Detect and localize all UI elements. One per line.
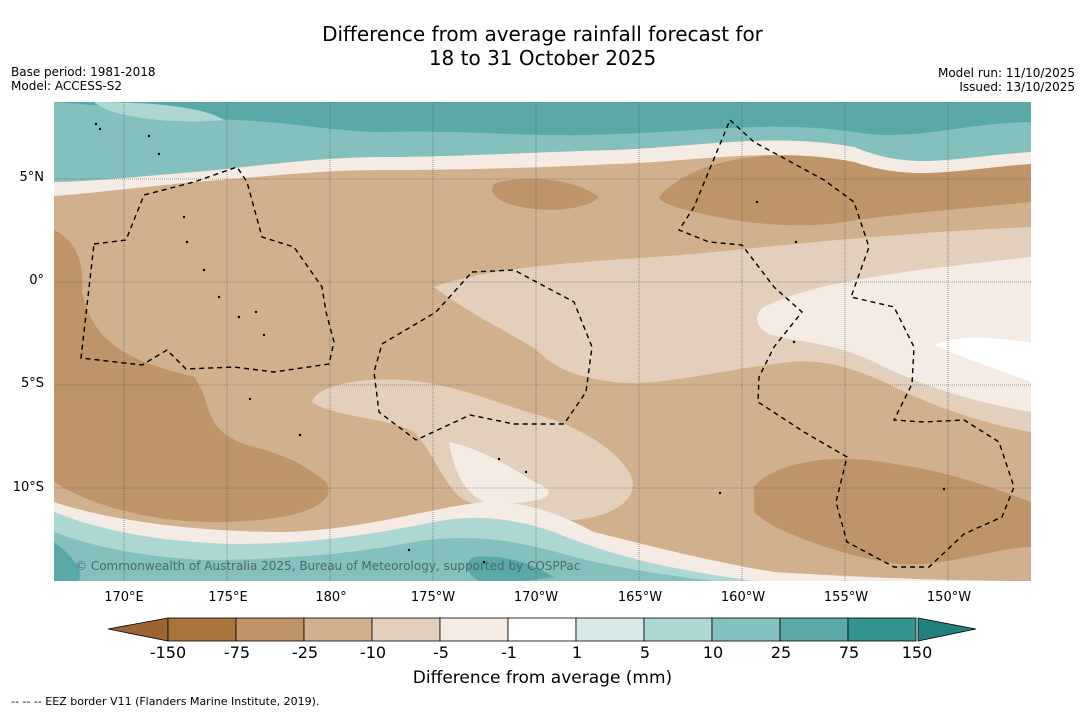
copyright-notice: © Commonwealth of Australia 2025, Bureau… [75,559,581,573]
legend-tick: 5 [639,643,651,662]
island [147,134,151,138]
island [248,397,252,401]
island [157,152,161,156]
island [794,240,798,244]
south-wet-band-inner [54,532,714,581]
colorbar-segment [779,617,849,642]
island [217,295,221,299]
island [482,560,486,564]
lon-label-170e: 170°E [104,590,144,605]
eez-borders [80,118,1015,568]
eez-footnote: -- -- -- EEZ border V11 (Flanders Marine… [11,695,320,708]
island [185,240,189,244]
island [942,487,946,491]
island [755,200,759,204]
lon-label-155w: 155°W [823,590,869,605]
lat-label-0: 0° [29,273,44,288]
equatorial-white-patch [934,337,1031,382]
island [407,548,411,552]
colorbar-segment [371,617,441,642]
island [298,433,302,437]
legend-tick: 1 [571,643,583,662]
legend-tick: 10 [702,643,724,662]
page-title: Difference from average rainfall forecas… [0,22,1085,70]
base-period: Base period: 1981-2018 [11,65,156,79]
west-dry-patch [54,230,329,522]
map-gridlines [54,102,1031,581]
island [262,333,266,337]
lat-label-5n: 5°N [19,170,45,185]
central-lighter-tongue [449,442,549,504]
island [792,340,796,344]
lon-label-160w: 160°W [720,590,766,605]
north-wet-band-inner [54,102,1031,136]
island [98,127,102,131]
south-wet-patch [467,556,554,581]
island [254,310,258,314]
legend-tick: -75 [223,643,251,662]
model-run: Model run: 11/10/2025 [937,66,1075,80]
colorbar-label: Difference from average (mm) [412,668,673,688]
issued-date: Issued: 13/10/2025 [959,80,1075,94]
legend-tick: 75 [838,643,860,662]
legend-tick: -10 [359,643,387,662]
colorbar-segment [303,617,373,642]
southeast-dry-patch [754,458,1031,565]
lon-label-165w: 165°W [617,590,663,605]
island [524,470,528,474]
legend-tick: 25 [770,643,792,662]
colorbar-segment [507,617,577,642]
island [237,315,241,319]
model-name: Model: ACCESS-S2 [11,79,123,93]
island [718,491,722,495]
north-dry-patch [492,178,599,210]
colorbar-segment [235,617,305,642]
island [202,268,206,272]
eez-border-central [373,269,593,441]
meta-left: Base period: 1981-2018 Model: ACCESS-S2 [11,65,156,93]
colorbar [108,617,977,642]
colorbar-segment [847,617,917,642]
lon-label-150w: 150°W [926,590,972,605]
colorbar-segments [167,617,917,642]
islands [94,122,946,564]
legend-tick: -1 [501,643,517,662]
southwest-wet-patch [54,542,81,581]
island [497,457,501,461]
lat-label-10s: 10°S [12,480,44,495]
legend-tick: 150 [901,643,933,662]
legend-tick: -25 [291,643,319,662]
colorbar-segment [167,617,237,642]
lon-label-175e: 175°E [208,590,248,605]
equatorial-lighter-band [757,257,1031,412]
north-wet-patch [94,102,224,122]
colorbar-extend-right [917,617,977,642]
island [182,215,186,219]
rainfall-anomaly-map [54,102,1031,581]
lon-label-170w: 170°W [513,590,559,605]
colorbar-segment [711,617,781,642]
title-line-2: 18 to 31 October 2025 [428,46,657,70]
lon-label-180: 180° [315,590,347,605]
colorbar-segment [575,617,645,642]
lon-label-175w: 175°W [410,590,456,605]
eez-border-west [80,166,335,373]
legend-tick: -5 [433,643,449,662]
north-transition-light [54,140,1031,196]
colorbar-segment [439,617,509,642]
colorbar-extend-left [108,617,169,642]
meta-right: Model run: 11/10/2025 Issued: 13/10/2025 [938,66,1075,94]
title-line-1: Difference from average rainfall forecas… [322,22,763,46]
legend-tick: -150 [149,643,187,662]
island [94,122,98,126]
lat-label-5s: 5°S [20,376,44,391]
colorbar-segment [643,617,713,642]
